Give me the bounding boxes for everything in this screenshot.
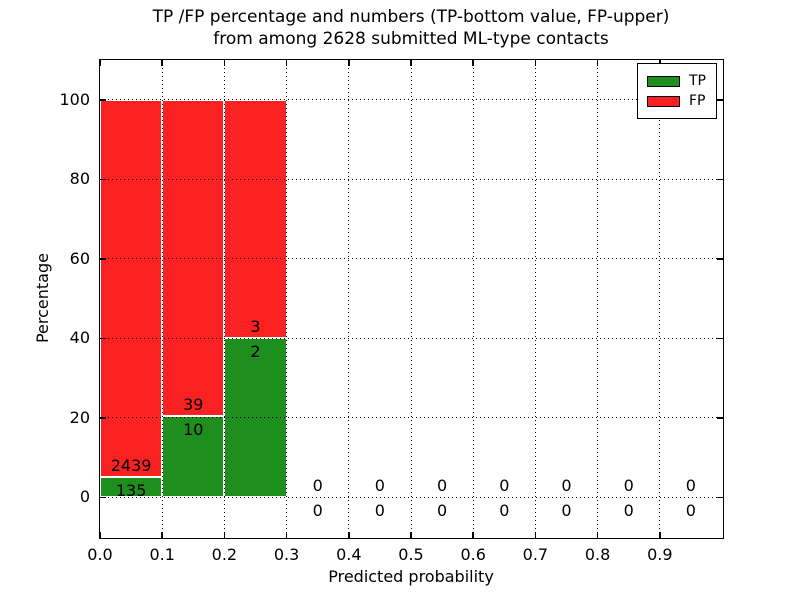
x-tick-bottom — [348, 532, 350, 538]
y-tick-right — [717, 99, 723, 101]
x-tick-top — [472, 60, 474, 66]
vertical-gridline — [223, 60, 225, 537]
tp-count-label: 0 — [499, 501, 510, 521]
x-tick-label: 0.2 — [211, 545, 238, 564]
fp-count-label: 0 — [437, 476, 448, 496]
x-tick-label: 0.5 — [398, 545, 424, 564]
y-tick-right — [717, 496, 723, 498]
x-tick-bottom — [161, 532, 163, 538]
vertical-gridline — [534, 60, 536, 537]
tp-bar-segment — [162, 416, 225, 498]
fp-legend-label: FP — [689, 93, 706, 109]
fp-count-label: 39 — [183, 395, 204, 415]
legend: TP FP — [637, 63, 717, 119]
vertical-gridline — [348, 60, 350, 537]
vertical-gridline — [286, 60, 288, 537]
vertical-gridline — [472, 60, 474, 537]
y-tick-label: 40 — [69, 328, 90, 348]
y-tick-label: 20 — [69, 407, 90, 427]
x-tick-bottom — [410, 532, 412, 538]
vertical-gridline — [597, 60, 599, 537]
y-tick-left — [100, 258, 106, 260]
tp-count-label: 0 — [623, 501, 634, 521]
x-tick-label: 0.8 — [584, 545, 611, 564]
y-tick-left — [100, 417, 106, 419]
tp-bar-segment — [100, 476, 163, 498]
x-tick-top — [99, 60, 101, 66]
fp-legend-swatch — [647, 95, 680, 107]
vertical-gridline — [659, 60, 661, 537]
fp-count-label: 3 — [250, 317, 261, 337]
fp-bar-segment — [100, 99, 163, 477]
y-tick-left — [100, 496, 106, 498]
chart-title-line2: from among 2628 submitted ML-type contac… — [213, 29, 609, 49]
y-tick-left — [100, 337, 106, 339]
x-tick-label: 0.6 — [460, 545, 486, 564]
fp-count-label: 0 — [374, 476, 385, 496]
x-tick-bottom — [285, 532, 288, 538]
tp-count-label: 0 — [685, 501, 696, 521]
x-tick-top — [410, 60, 412, 66]
x-tick-bottom — [596, 532, 599, 538]
tp-count-label: 2 — [250, 342, 261, 362]
vertical-gridline — [161, 60, 163, 537]
x-tick-top — [348, 60, 350, 66]
x-tick-top — [161, 60, 163, 66]
fp-count-label: 0 — [561, 476, 572, 496]
fp-count-label: 0 — [685, 476, 696, 496]
tp-count-label: 0 — [437, 501, 448, 521]
fp-count-label: 0 — [623, 476, 634, 496]
x-tick-label: 0.1 — [149, 545, 175, 564]
y-tick-right — [717, 178, 723, 180]
x-tick-label: 0.0 — [87, 545, 113, 564]
x-tick-bottom — [472, 532, 474, 538]
x-tick-top — [285, 60, 288, 66]
x-tick-label: 0.3 — [273, 545, 300, 564]
tp-count-label: 0 — [561, 501, 572, 521]
x-tick-top — [534, 60, 537, 66]
fp-bar-segment — [162, 99, 225, 417]
legend-entry-tp: TP — [647, 71, 706, 91]
chart-title: TP /FP percentage and numbers (TP-bottom… — [100, 6, 722, 50]
y-tick-label: 80 — [69, 169, 90, 189]
plot-area: Predicted probability TP FP 0.0 0.1 0.2 0.3… — [59, 59, 724, 586]
x-tick-label: 0.4 — [336, 545, 362, 564]
tp-count-label: 10 — [183, 420, 204, 440]
tp-legend-swatch — [647, 75, 680, 87]
y-tick-right — [717, 417, 723, 419]
x-tick-label: 0.7 — [522, 545, 549, 564]
x-tick-bottom — [659, 532, 661, 538]
vertical-gridline — [410, 60, 412, 537]
fp-count-label: 0 — [312, 476, 323, 496]
y-tick-label: 100 — [59, 89, 90, 109]
tp-count-label: 135 — [115, 480, 147, 500]
tp-count-label: 0 — [312, 501, 323, 521]
y-tick-label: 60 — [69, 248, 90, 268]
legend-entry-fp: FP — [647, 91, 706, 111]
x-tick-bottom — [534, 532, 537, 538]
y-tick-left — [100, 99, 106, 101]
x-tick-top — [596, 60, 599, 66]
tp-legend-label: TP — [689, 73, 706, 89]
y-tick-left — [100, 178, 106, 180]
x-tick-bottom — [99, 532, 101, 538]
fp-count-label: 0 — [499, 476, 510, 496]
y-tick-right — [717, 258, 723, 260]
fp-bar-segment — [224, 99, 287, 339]
y-tick-right — [717, 337, 723, 339]
y-tick-label: 0 — [79, 487, 90, 507]
x-tick-top — [223, 60, 226, 66]
x-axis-label: Predicted probability — [328, 567, 494, 586]
chart-title-line1: TP /FP percentage and numbers (TP-bottom… — [152, 7, 670, 27]
x-tick-bottom — [223, 532, 226, 538]
tp-count-label: 0 — [374, 501, 385, 521]
x-tick-label: 0.9 — [647, 545, 673, 564]
fp-count-label: 2439 — [110, 455, 152, 475]
y-axis-label: Percentage — [33, 253, 52, 344]
